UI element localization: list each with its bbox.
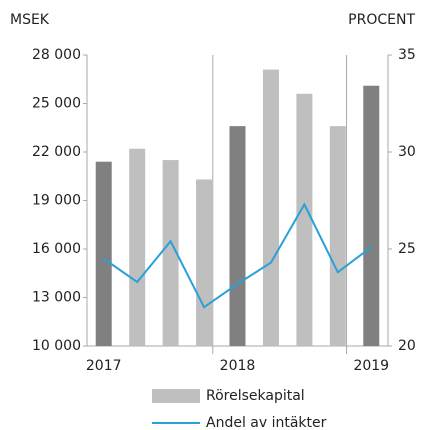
y-axis-label: MSEK (10, 12, 50, 28)
bar (162, 160, 179, 346)
line (103, 202, 372, 309)
y2-tick-label: 30 (398, 144, 416, 160)
y-tick-label: 25 000 (32, 96, 81, 112)
x-tick-label: 2017 (86, 358, 122, 374)
bar (262, 69, 279, 347)
y-tick-label: 16 000 (32, 241, 81, 257)
bar (229, 126, 246, 346)
y-tick-label: 19 000 (32, 193, 81, 209)
y2-tick-label: 35 (398, 47, 416, 63)
legend-swatch (152, 389, 200, 403)
bar (196, 179, 213, 346)
bar (363, 85, 380, 346)
y2-tick-label: 25 (398, 241, 416, 257)
bar (95, 161, 112, 346)
x-tick-label: 2018 (220, 358, 256, 374)
bar (129, 148, 146, 346)
y-tick-label: 28 000 (32, 47, 81, 63)
bar (296, 93, 313, 346)
y-tick-label: 13 000 (32, 290, 81, 306)
y-tick-label: 10 000 (32, 338, 81, 354)
x-tick-label: 2019 (353, 358, 389, 374)
y2-axis-label: PROCENT (348, 12, 415, 28)
legend-label: Andel av intäkter (206, 415, 327, 430)
y2-tick-label: 20 (398, 338, 416, 354)
bar (329, 126, 346, 346)
y-tick-label: 22 000 (32, 144, 81, 160)
legend-label: Rörelsekapital (206, 388, 305, 404)
